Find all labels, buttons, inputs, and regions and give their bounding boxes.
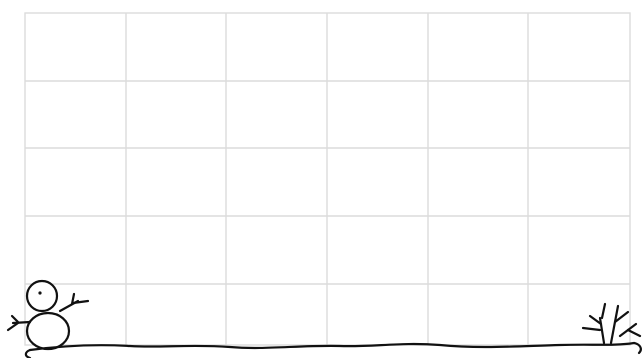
game-grid [24, 12, 631, 346]
grid-cell[interactable] [529, 146, 630, 212]
grid-cell[interactable] [428, 279, 529, 345]
grid-cell[interactable] [227, 279, 328, 345]
grid-cell[interactable] [25, 13, 126, 79]
grid-cell[interactable] [328, 279, 429, 345]
grid-cell[interactable] [126, 279, 227, 345]
grid-cell[interactable] [428, 13, 529, 79]
grid-cell[interactable] [227, 13, 328, 79]
grid-cell[interactable] [25, 79, 126, 145]
grid-cell[interactable] [428, 146, 529, 212]
bare-shrub-icon [581, 302, 642, 345]
grid-cell[interactable] [126, 212, 227, 278]
snow-ground [24, 341, 642, 358]
grid-cell[interactable] [25, 212, 126, 278]
grid-cell[interactable] [328, 212, 429, 278]
grid-cell[interactable] [328, 79, 429, 145]
grid-cell[interactable] [529, 279, 630, 345]
grid-cell[interactable] [529, 212, 630, 278]
grid-cell[interactable] [126, 13, 227, 79]
snowman-icon [6, 279, 90, 351]
grid-cell[interactable] [428, 212, 529, 278]
grid-cell[interactable] [529, 79, 630, 145]
grid-cell[interactable] [126, 79, 227, 145]
grid-cell[interactable] [25, 146, 126, 212]
grid-cell[interactable] [328, 146, 429, 212]
grid-cell[interactable] [428, 79, 529, 145]
grid-cell[interactable] [227, 146, 328, 212]
grid-cell[interactable] [529, 13, 630, 79]
grid-cell[interactable] [126, 146, 227, 212]
grid-cell[interactable] [227, 212, 328, 278]
grid-cells [25, 13, 630, 345]
grid-cell[interactable] [227, 79, 328, 145]
grid-cell[interactable] [328, 13, 429, 79]
